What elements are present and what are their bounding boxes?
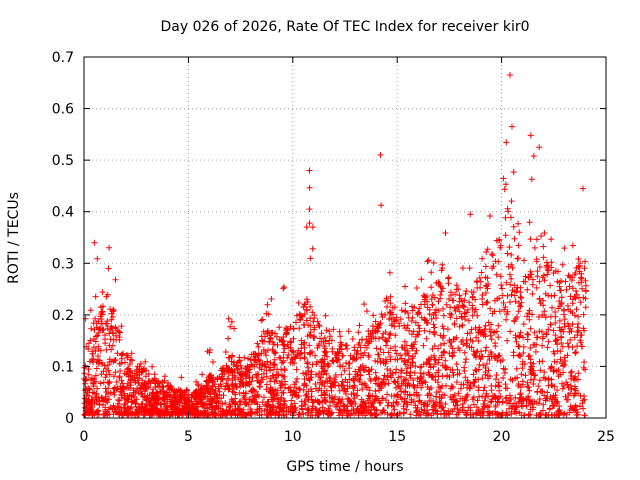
x-tick-label: 15 (388, 429, 406, 445)
x-tick-label: 5 (184, 429, 193, 445)
y-tick-label: 0.3 (52, 256, 74, 272)
x-tick-label: 25 (597, 429, 615, 445)
y-tick-label: 0.4 (52, 205, 74, 221)
y-tick-labels: 0 0.1 0.2 0.3 0.4 0.5 0.6 0.7 (52, 50, 74, 427)
y-tick-label: 0.1 (52, 359, 74, 375)
y-tick-label: 0.7 (52, 50, 74, 66)
y-tick-label: 0 (65, 411, 74, 427)
chart-title: Day 026 of 2026, Rate Of TEC Index for r… (160, 19, 529, 35)
y-tick-label: 0.5 (52, 153, 74, 169)
x-tick-label: 20 (493, 429, 511, 445)
y-axis-title: ROTI / TECUs (6, 192, 22, 284)
x-tick-labels: 0 5 10 15 20 25 (80, 429, 615, 445)
roti-scatter-series (81, 72, 589, 419)
y-tick-label: 0.2 (52, 308, 74, 324)
x-tick-label: 0 (80, 429, 89, 445)
x-tick-label: 10 (284, 429, 302, 445)
x-axis-title: GPS time / hours (286, 459, 403, 475)
data-points (81, 72, 589, 419)
y-tick-label: 0.6 (52, 102, 74, 118)
plot-frame (83, 56, 607, 419)
axis-ticks (83, 56, 607, 419)
